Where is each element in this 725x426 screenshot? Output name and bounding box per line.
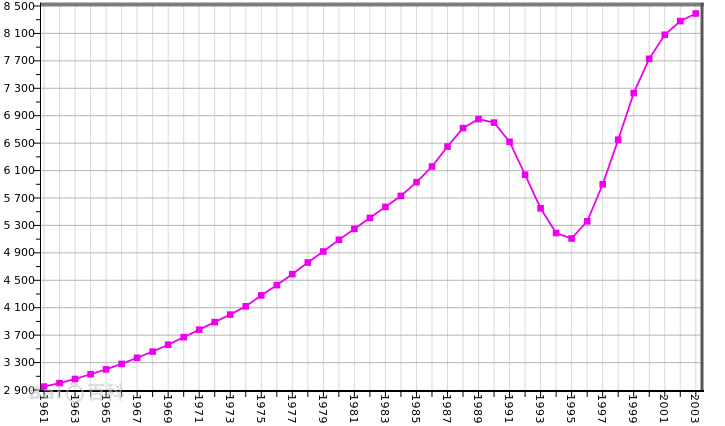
data-point	[226, 311, 234, 318]
data-point	[335, 236, 343, 244]
y-tick-label: 4 900	[3, 246, 36, 260]
x-tick-label: 1975	[253, 394, 267, 424]
data-point	[413, 178, 420, 186]
y-tick-label: 4 100	[3, 301, 36, 315]
x-tick-label: 2003	[688, 394, 702, 424]
data-point	[677, 17, 684, 25]
data-point	[614, 136, 622, 143]
data-point	[289, 270, 296, 278]
horizontal-gridlines	[40, 32, 702, 364]
y-tick-label: 5 700	[3, 191, 36, 205]
x-tick-label: 1977	[284, 394, 298, 424]
data-points	[40, 10, 700, 390]
data-point	[320, 248, 327, 255]
x-tick-label: 1995	[564, 394, 578, 424]
y-tick-label: 6 500	[3, 136, 36, 150]
y-tick-label: 7 300	[3, 81, 36, 95]
y-tick-label: 6 900	[3, 109, 36, 123]
x-tick-label: 1981	[346, 394, 360, 424]
y-tick-label: 8 500	[3, 0, 36, 13]
data-point	[521, 171, 529, 178]
x-tick-label: 1979	[315, 394, 329, 424]
data-point	[692, 10, 700, 17]
x-tick-label: 1991	[502, 394, 516, 424]
data-point	[661, 31, 669, 39]
x-tick-label: 1985	[408, 394, 422, 424]
data-point	[568, 235, 575, 242]
x-tick-label: 1983	[377, 394, 391, 424]
data-point	[397, 192, 405, 200]
data-point	[102, 366, 110, 373]
x-tick-label: 1967	[129, 394, 143, 424]
data-point	[459, 124, 467, 132]
y-tick-label: 8 100	[3, 26, 36, 40]
data-point	[428, 163, 436, 170]
y-tick-label: 3 700	[3, 328, 36, 342]
data-point	[645, 55, 653, 63]
data-point	[351, 225, 358, 233]
x-tick-label: 1965	[98, 394, 112, 424]
y-tick-label: 2 900	[3, 383, 36, 397]
data-point	[506, 138, 513, 146]
plot-border	[39, 2, 704, 392]
data-point	[40, 383, 48, 390]
x-axis-ticks	[43, 392, 697, 397]
y-tick-label: 5 300	[3, 218, 36, 232]
y-tick-label: 3 300	[3, 356, 36, 370]
x-tick-label: 1993	[533, 394, 547, 424]
x-tick-label: 1989	[471, 394, 485, 424]
x-tick-label: 1997	[595, 394, 609, 424]
data-point	[118, 360, 125, 368]
data-point	[382, 203, 389, 211]
data-point	[149, 348, 156, 355]
x-tick-label: 1987	[439, 394, 453, 424]
data-point	[133, 354, 141, 362]
data-point	[242, 303, 249, 310]
data-point	[599, 181, 606, 188]
data-point	[71, 375, 79, 383]
x-tick-label: 1999	[626, 394, 640, 424]
data-point	[583, 218, 591, 225]
x-tick-label: 2001	[657, 394, 671, 424]
data-point	[366, 214, 374, 222]
y-tick-label: 4 500	[3, 273, 36, 287]
data-point	[180, 333, 187, 341]
x-tick-label: 1973	[222, 394, 236, 424]
x-tick-label: 1971	[191, 394, 205, 424]
data-point	[537, 205, 544, 212]
x-tick-label: 1969	[160, 394, 174, 424]
data-point	[211, 318, 218, 326]
data-point	[552, 229, 560, 237]
data-point	[195, 326, 203, 333]
x-tick-label: 1961	[36, 394, 50, 424]
data-point	[258, 292, 265, 299]
y-tick-label: 6 100	[3, 164, 36, 178]
x-tick-label: 1963	[67, 394, 81, 424]
data-point	[490, 119, 498, 126]
data-point	[444, 143, 451, 150]
data-point	[273, 281, 281, 289]
y-tick-label: 7 700	[3, 54, 36, 68]
data-point	[304, 259, 312, 266]
data-point	[87, 370, 94, 378]
data-point	[164, 341, 172, 348]
data-point	[630, 89, 637, 97]
data-point	[475, 115, 482, 123]
y-axis-ticks	[34, 5, 40, 391]
data-point	[56, 379, 63, 387]
